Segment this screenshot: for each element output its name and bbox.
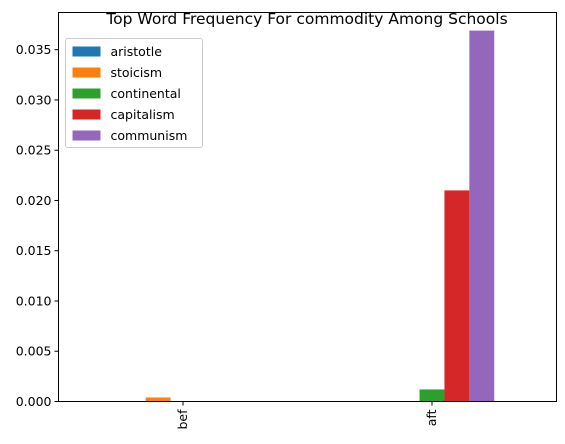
y-tick-label: 0.035 (16, 42, 52, 57)
legend-label-continental: continental (111, 86, 181, 101)
y-tick-label: 0.005 (16, 344, 52, 359)
legend-label-communism: communism (111, 128, 188, 143)
chart-title: Top Word Frequency For commodity Among S… (105, 10, 507, 28)
legend-box (65, 38, 203, 148)
y-tick-label: 0.015 (16, 243, 52, 258)
x-tick-label-bef: bef (175, 409, 190, 430)
y-tick-label: 0.020 (16, 193, 52, 208)
bar-continental-aft (419, 389, 445, 402)
legend-label-capitalism: capitalism (111, 107, 175, 122)
plot-frame (58, 12, 557, 402)
legend: aristotle stoicism continental capitalism co… (65, 38, 203, 148)
legend-label-stoicism: stoicism (111, 65, 163, 80)
bar-stoicism-bef (145, 397, 171, 402)
bars-group (145, 30, 495, 402)
x-tick-label-aft: aft (424, 409, 439, 426)
y-tick-label: 0.000 (16, 394, 52, 409)
legend-swatch-capitalism (72, 109, 101, 120)
legend-swatch-stoicism (72, 67, 101, 78)
legend-swatch-aristotle (72, 46, 101, 57)
y-tick-label: 0.025 (16, 143, 52, 158)
y-tick-label: 0.010 (16, 293, 52, 308)
x-axis: bef aft (175, 401, 439, 430)
legend-label-aristotle: aristotle (111, 44, 163, 59)
bar-communism-aft (469, 30, 495, 402)
y-tick-label: 0.030 (16, 92, 52, 107)
legend-swatch-continental (72, 88, 101, 99)
bar-capitalism-aft (444, 190, 470, 402)
y-axis: 0.000 0.005 0.010 0.015 0.020 0.025 0.030 0.035 (16, 42, 59, 409)
legend-swatch-communism (72, 130, 101, 141)
